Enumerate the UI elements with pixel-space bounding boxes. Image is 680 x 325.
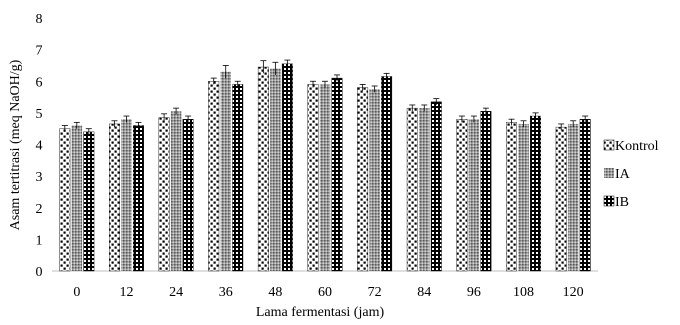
x-tick-label: 96 xyxy=(467,285,481,300)
legend-swatch-kontrol xyxy=(603,139,615,151)
bar-ia xyxy=(220,71,231,271)
y-tick-label: 1 xyxy=(36,233,43,248)
x-tick-label: 24 xyxy=(169,285,183,300)
bar-ib xyxy=(331,77,343,272)
bar-ia xyxy=(71,125,83,272)
y-tick-label: 2 xyxy=(36,202,43,217)
legend-swatch-ib xyxy=(603,195,615,207)
y-tick-label: 5 xyxy=(36,107,43,122)
bar-ib xyxy=(182,118,194,272)
bar-ia xyxy=(319,84,331,271)
bar-kontrol xyxy=(208,81,220,272)
x-axis-label: Lama fermentasi (jam) xyxy=(256,305,385,320)
bar-ib xyxy=(480,111,492,272)
bar-kontrol xyxy=(555,126,567,272)
x-tick-label: 12 xyxy=(119,285,133,300)
y-tick-label: 8 xyxy=(36,12,43,27)
bar-ib xyxy=(381,76,393,272)
bar-ia xyxy=(369,89,380,271)
bar-kontrol xyxy=(257,66,269,272)
bar-ia xyxy=(567,123,579,271)
x-tick-label: 120 xyxy=(563,285,584,300)
bar-ia xyxy=(518,123,529,271)
bar-kontrol xyxy=(506,122,517,272)
bar-kontrol xyxy=(456,118,468,272)
y-tick-label: 6 xyxy=(36,75,43,90)
bar-kontrol xyxy=(357,87,369,272)
y-tick-label: 7 xyxy=(36,44,43,59)
bar-ib xyxy=(430,101,442,272)
bar-kontrol xyxy=(59,128,71,272)
legend-item-ib: IB xyxy=(603,195,629,210)
bar-ib xyxy=(83,131,95,272)
x-tick-label: 108 xyxy=(513,285,534,300)
y-axis-label: Asam tertitrasi (meq NaOH/g) xyxy=(8,59,23,230)
x-tick-label: 48 xyxy=(268,285,282,300)
bar-ib xyxy=(530,115,541,272)
legend-item-ia: IA xyxy=(604,167,631,182)
bar-ia xyxy=(170,111,182,271)
x-tick-label: 0 xyxy=(73,285,80,300)
bar-kontrol xyxy=(406,107,418,272)
legend-item-kontrol: Kontrol xyxy=(603,139,659,154)
legend-swatch-ia xyxy=(604,168,614,178)
bar-ib xyxy=(232,84,244,272)
x-tick-label: 36 xyxy=(219,285,233,300)
bar-ia xyxy=(270,68,281,271)
bar-ia xyxy=(468,119,480,271)
bar-kontrol xyxy=(109,123,120,272)
bar-ia xyxy=(419,108,430,271)
legend-label-ia: IA xyxy=(615,167,631,182)
legend-label-kontrol: Kontrol xyxy=(615,139,659,154)
y-tick-labels: 0 1 2 3 4 5 6 7 8 xyxy=(36,12,43,280)
legend: Kontrol IA IB xyxy=(603,139,659,210)
bar-kontrol xyxy=(307,84,319,272)
x-tick-label: 72 xyxy=(368,285,382,300)
bar-ib xyxy=(133,125,144,272)
bars-layer xyxy=(59,59,591,272)
bar-kontrol xyxy=(158,117,170,272)
bar-ib xyxy=(281,63,293,272)
x-tick-label: 84 xyxy=(417,285,431,300)
bar-ia xyxy=(121,119,132,271)
x-tick-label: 60 xyxy=(318,285,332,300)
y-tick-label: 3 xyxy=(36,170,43,185)
x-tick-labels: 0 12 24 36 48 60 72 84 96 108 120 xyxy=(73,285,583,300)
bar-ib xyxy=(579,118,591,272)
y-tick-label: 0 xyxy=(36,265,43,280)
legend-label-ib: IB xyxy=(615,195,629,210)
y-tick-label: 4 xyxy=(36,139,43,154)
